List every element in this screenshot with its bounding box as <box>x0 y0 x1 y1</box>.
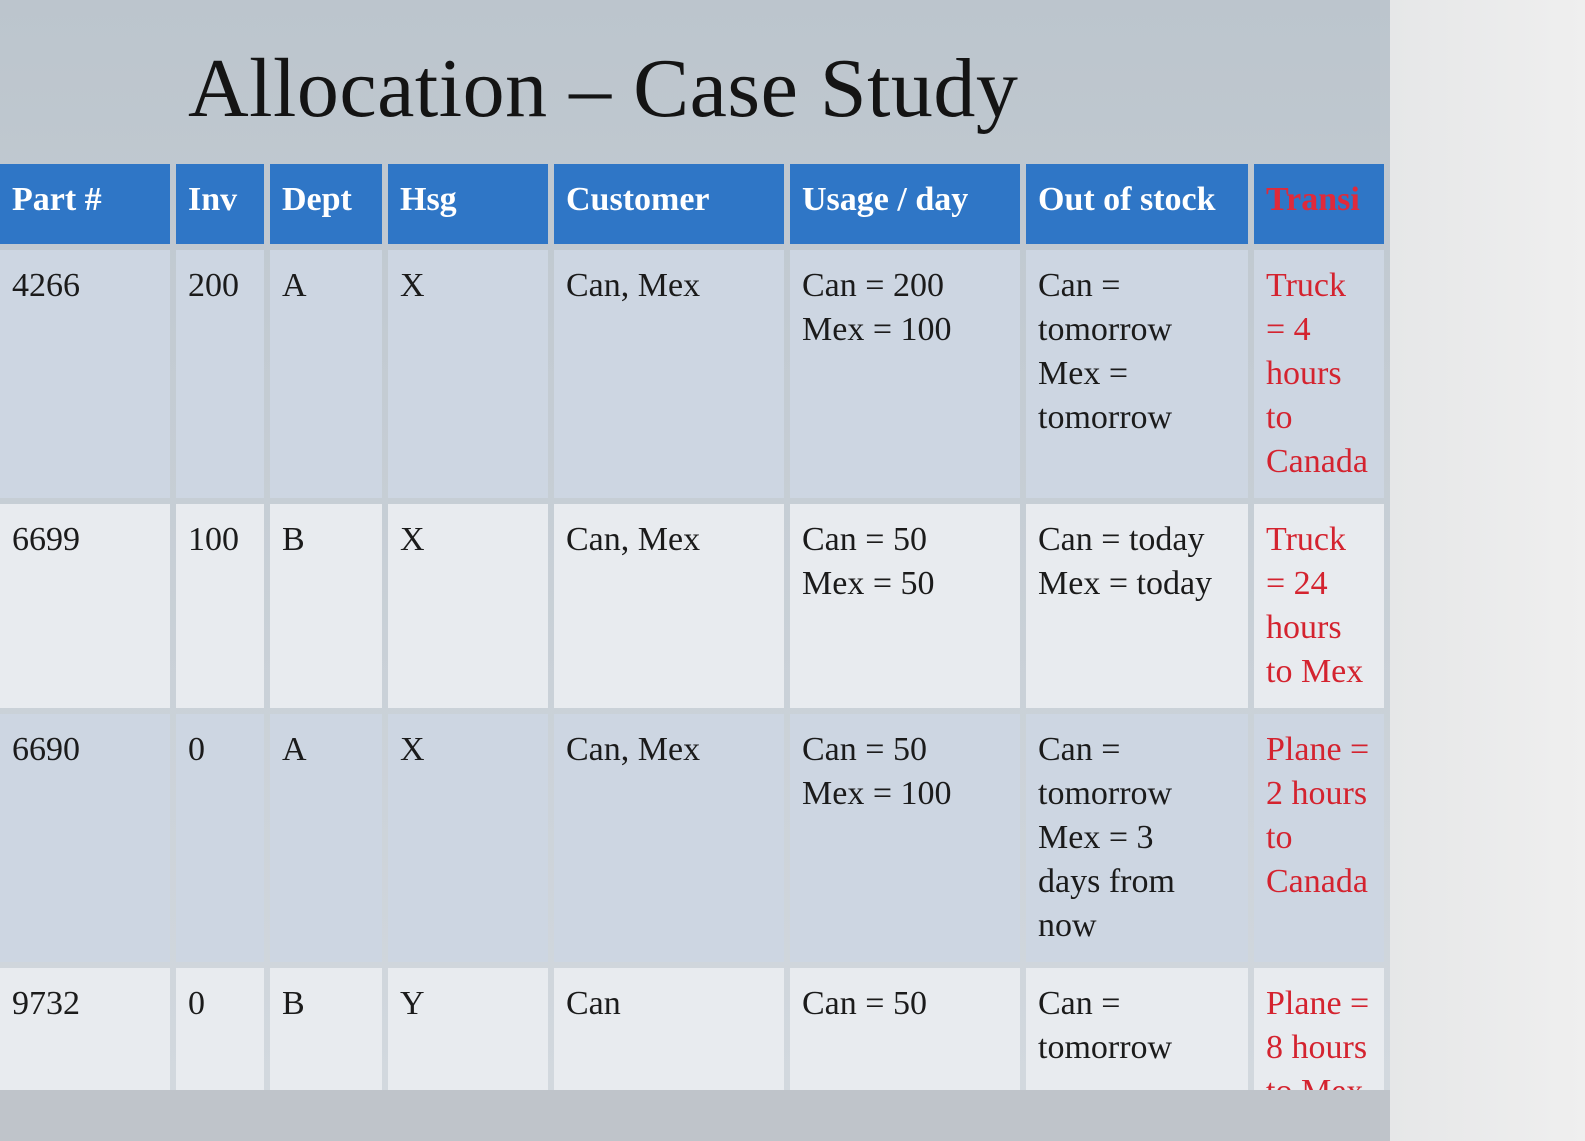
transit-line: to <box>1266 399 1293 436</box>
cell-customer: Can <box>554 968 784 1090</box>
table-row: 9732 0 B Y Can Can = 50 Can = tomorrow P… <box>0 968 1384 1090</box>
table-row: 4266 200 A X Can, Mex Can = 200 Mex = 10… <box>0 250 1384 498</box>
slide-screen: Allocation – Case Study Part # Inv Dept … <box>0 0 1390 1090</box>
cell-hsg: X <box>388 714 548 962</box>
usage-line: Can = 50 <box>802 521 927 558</box>
transit-line: = 24 <box>1266 565 1328 602</box>
cell-customer: Can, Mex <box>554 504 784 708</box>
out-of-stock-line: Can = <box>1038 267 1121 304</box>
cell-transit: Plane = 2 hours to Canada <box>1254 714 1384 962</box>
header-customer: Customer <box>554 164 784 244</box>
cell-hsg: X <box>388 250 548 498</box>
out-of-stock-line: tomorrow <box>1038 311 1173 348</box>
cell-usage: Can = 50 <box>790 968 1020 1090</box>
out-of-stock-line: Mex = today <box>1038 565 1213 602</box>
transit-line: Plane = <box>1266 985 1370 1022</box>
usage-line: Mex = 100 <box>802 311 952 348</box>
transit-line: to Mex <box>1266 1070 1372 1090</box>
usage-line: Mex = 50 <box>802 565 935 602</box>
transit-line: hours <box>1266 355 1342 392</box>
cell-part: 9732 <box>0 968 170 1090</box>
usage-line: Can = 50 <box>802 731 927 768</box>
out-of-stock-line: tomorrow <box>1038 399 1173 436</box>
header-usage: Usage / day <box>790 164 1020 244</box>
transit-line: Truck <box>1266 521 1346 558</box>
transit-line: Plane = <box>1266 731 1370 768</box>
cell-out-of-stock: Can = tomorrow Mex = tomorrow <box>1026 250 1248 498</box>
transit-line: Canada <box>1266 443 1368 480</box>
table-header-row: Part # Inv Dept Hsg Customer Usage / day… <box>0 164 1384 244</box>
transit-line: to Mex <box>1266 653 1364 690</box>
cell-inv: 0 <box>176 714 264 962</box>
cell-hsg: X <box>388 504 548 708</box>
table-row: 6690 0 A X Can, Mex Can = 50 Mex = 100 C… <box>0 714 1384 962</box>
usage-line: Mex = 100 <box>802 775 952 812</box>
header-dept: Dept <box>270 164 382 244</box>
cell-dept: B <box>270 504 382 708</box>
transit-line: 2 hours <box>1266 775 1368 812</box>
monitor-bottom-edge <box>0 1090 1390 1141</box>
cell-part: 6690 <box>0 714 170 962</box>
cell-transit: Plane = 8 hours to Mex <box>1254 968 1384 1090</box>
out-of-stock-line: tomorrow <box>1038 775 1173 812</box>
out-of-stock-line: Mex = <box>1038 355 1128 392</box>
cell-inv: 100 <box>176 504 264 708</box>
monitor-bezel <box>1390 0 1585 1141</box>
out-of-stock-line: Can = <box>1038 731 1121 768</box>
usage-line: Can = 50 <box>802 985 927 1022</box>
out-of-stock-line: days from <box>1038 863 1175 900</box>
usage-line: Can = 200 <box>802 267 944 304</box>
cell-inv: 200 <box>176 250 264 498</box>
header-out-of-stock-line1: Out of <box>1038 181 1132 218</box>
cell-out-of-stock: Can = tomorrow Mex = 3 days from now <box>1026 714 1248 962</box>
cell-usage: Can = 200 Mex = 100 <box>790 250 1020 498</box>
cell-dept: B <box>270 968 382 1090</box>
cell-transit: Truck = 4 hours to Canada <box>1254 250 1384 498</box>
slide-title: Allocation – Case Study <box>188 42 1019 135</box>
header-hsg: Hsg <box>388 164 548 244</box>
transit-line: Canada <box>1266 863 1368 900</box>
table-row: 6699 100 B X Can, Mex Can = 50 Mex = 50 … <box>0 504 1384 708</box>
transit-line: 8 hours <box>1266 1029 1368 1066</box>
out-of-stock-line: now <box>1038 907 1097 944</box>
cell-dept: A <box>270 714 382 962</box>
cell-dept: A <box>270 250 382 498</box>
out-of-stock-line: Can = today <box>1038 521 1205 558</box>
header-out-of-stock-line2: stock <box>1140 181 1216 218</box>
header-out-of-stock: Out of stock <box>1026 164 1248 244</box>
cell-hsg: Y <box>388 968 548 1090</box>
cell-part: 4266 <box>0 250 170 498</box>
transit-line: Truck <box>1266 267 1346 304</box>
header-inv: Inv <box>176 164 264 244</box>
cell-usage: Can = 50 Mex = 50 <box>790 504 1020 708</box>
cell-customer: Can, Mex <box>554 714 784 962</box>
header-transit: Transi <box>1254 164 1384 244</box>
transit-line: = 4 <box>1266 311 1311 348</box>
header-part: Part # <box>0 164 170 244</box>
cell-usage: Can = 50 Mex = 100 <box>790 714 1020 962</box>
transit-line: hours <box>1266 609 1342 646</box>
transit-line: to <box>1266 819 1293 856</box>
cell-inv: 0 <box>176 968 264 1090</box>
cell-transit: Truck = 24 hours to Mex <box>1254 504 1384 708</box>
out-of-stock-line: Mex = 3 <box>1038 819 1154 856</box>
out-of-stock-line: tomorrow <box>1038 1029 1173 1066</box>
cell-out-of-stock: Can = tomorrow <box>1026 968 1248 1090</box>
cell-customer: Can, Mex <box>554 250 784 498</box>
cell-part: 6699 <box>0 504 170 708</box>
out-of-stock-line: Can = <box>1038 985 1121 1022</box>
cell-out-of-stock: Can = today Mex = today <box>1026 504 1248 708</box>
allocation-table: Part # Inv Dept Hsg Customer Usage / day… <box>0 158 1390 1090</box>
